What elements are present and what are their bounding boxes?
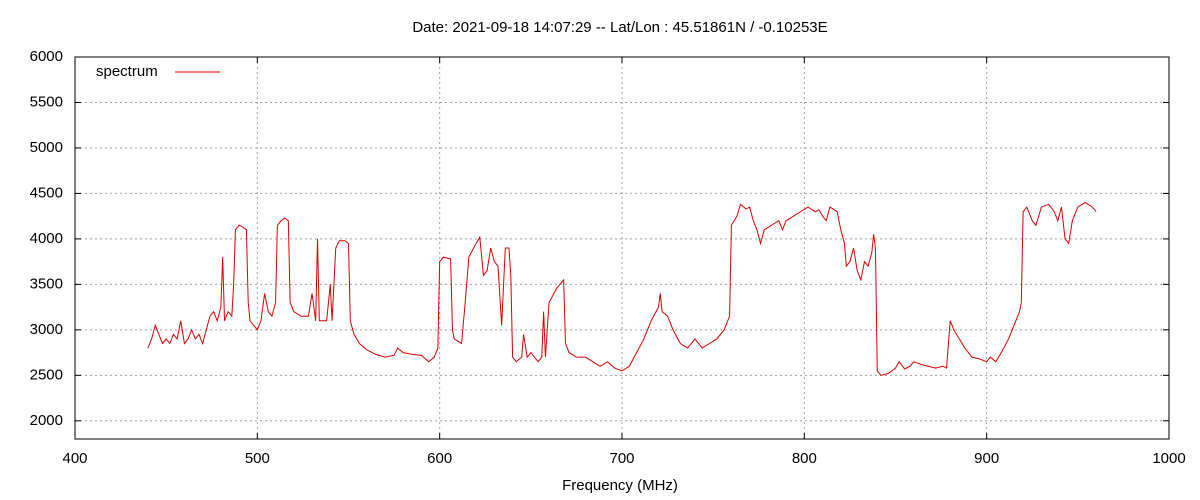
y-tick-label: 3000 [30,321,63,338]
plot-frame [74,56,1170,440]
legend-label: spectrum [96,63,158,80]
x-tick-label: 1000 [1152,450,1185,467]
y-tick-label: 2500 [30,366,63,383]
x-tick-label: 700 [609,450,634,467]
chart-title: Date: 2021-09-18 14:07:29 -- Lat/Lon : 4… [412,19,827,36]
x-tick-label: 800 [792,450,817,467]
x-tick-label: 500 [245,450,270,467]
y-tick-label: 4000 [30,230,63,247]
y-tick-label: 3500 [30,275,63,292]
x-axis-label: Frequency (MHz) [562,477,678,494]
x-tick-label: 400 [62,450,87,467]
y-tick-label: 2000 [30,412,63,429]
y-tick-label: 5000 [30,139,63,156]
y-tick-label: 4500 [30,184,63,201]
x-tick-label: 900 [974,450,999,467]
line-series [147,201,1097,376]
y-tick-label: 6000 [30,48,63,65]
y-tick-label: 5500 [30,93,63,110]
x-tick-label: 600 [427,450,452,467]
